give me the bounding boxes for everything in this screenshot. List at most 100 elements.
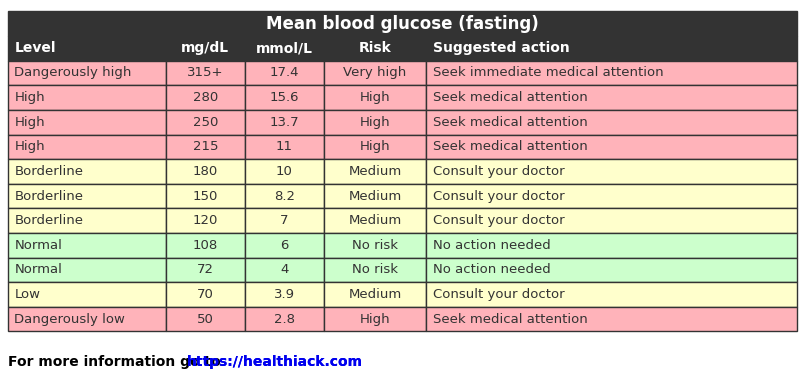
Bar [166, 61, 245, 85]
Bar [166, 110, 245, 134]
Text: https://healthiack.com: https://healthiack.com [187, 355, 363, 369]
Text: No action needed: No action needed [432, 263, 551, 277]
Bar [245, 36, 324, 61]
Text: Seek immediate medical attention: Seek immediate medical attention [432, 66, 663, 80]
Text: Consult your doctor: Consult your doctor [432, 288, 564, 301]
Bar [245, 307, 324, 331]
Text: 108: 108 [192, 239, 218, 252]
Bar [324, 85, 426, 110]
Text: High: High [14, 140, 45, 153]
Bar [324, 307, 426, 331]
Bar [8, 110, 166, 134]
Text: High: High [360, 313, 390, 326]
Bar [324, 208, 426, 233]
Bar [245, 110, 324, 134]
Bar [324, 110, 426, 134]
Text: 72: 72 [196, 263, 214, 277]
Bar [245, 208, 324, 233]
Text: Level: Level [14, 42, 56, 55]
Bar [166, 159, 245, 184]
Text: 120: 120 [192, 214, 218, 227]
Bar [426, 282, 797, 307]
Text: Normal: Normal [14, 239, 62, 252]
Text: 17.4: 17.4 [270, 66, 299, 80]
Text: 315+: 315+ [187, 66, 224, 80]
Text: 250: 250 [192, 116, 218, 129]
Text: Very high: Very high [343, 66, 407, 80]
Text: 6: 6 [280, 239, 288, 252]
Bar [245, 61, 324, 85]
Text: Seek medical attention: Seek medical attention [432, 313, 588, 326]
Bar [166, 134, 245, 159]
Bar [8, 159, 166, 184]
Bar [245, 85, 324, 110]
Bar [324, 282, 426, 307]
Text: For more information go to: For more information go to [8, 355, 230, 369]
Bar [8, 85, 166, 110]
Bar [8, 36, 166, 61]
Text: Consult your doctor: Consult your doctor [432, 190, 564, 203]
Bar [324, 36, 426, 61]
Text: No action needed: No action needed [432, 239, 551, 252]
Bar [426, 36, 797, 61]
Text: Seek medical attention: Seek medical attention [432, 140, 588, 153]
Text: 3.9: 3.9 [274, 288, 295, 301]
Text: Borderline: Borderline [14, 165, 84, 178]
Text: High: High [14, 91, 45, 104]
Bar [245, 184, 324, 208]
Bar [8, 307, 166, 331]
Bar [426, 258, 797, 282]
Text: Medium: Medium [349, 214, 402, 227]
Text: 10: 10 [276, 165, 292, 178]
Text: Dangerously high: Dangerously high [14, 66, 132, 80]
Bar [166, 85, 245, 110]
Text: No risk: No risk [352, 263, 398, 277]
Bar [8, 184, 166, 208]
Bar [8, 61, 166, 85]
Bar [426, 110, 797, 134]
Bar [8, 282, 166, 307]
Text: High: High [360, 116, 390, 129]
Bar [245, 233, 324, 258]
Text: 4: 4 [280, 263, 288, 277]
Text: Consult your doctor: Consult your doctor [432, 165, 564, 178]
Bar [245, 258, 324, 282]
Bar [8, 208, 166, 233]
Text: Borderline: Borderline [14, 214, 84, 227]
Text: Dangerously low: Dangerously low [14, 313, 126, 326]
Text: mg/dL: mg/dL [181, 42, 229, 55]
Bar [8, 258, 166, 282]
Text: High: High [14, 116, 45, 129]
Bar [324, 233, 426, 258]
Bar [426, 61, 797, 85]
Bar [324, 134, 426, 159]
Text: Medium: Medium [349, 288, 402, 301]
Text: 180: 180 [192, 165, 218, 178]
Text: Medium: Medium [349, 165, 402, 178]
Bar [166, 36, 245, 61]
Text: https://healthiack.com: https://healthiack.com [187, 355, 363, 369]
Bar [245, 159, 324, 184]
Text: 70: 70 [197, 288, 213, 301]
Bar [166, 184, 245, 208]
Text: 2.8: 2.8 [274, 313, 295, 326]
Text: High: High [360, 91, 390, 104]
Bar [166, 282, 245, 307]
Text: 7: 7 [280, 214, 288, 227]
Bar [426, 307, 797, 331]
Text: No risk: No risk [352, 239, 398, 252]
Bar [426, 134, 797, 159]
Bar [324, 258, 426, 282]
Text: 8.2: 8.2 [274, 190, 295, 203]
Bar [426, 184, 797, 208]
Bar [166, 208, 245, 233]
Text: Consult your doctor: Consult your doctor [432, 214, 564, 227]
Text: Suggested action: Suggested action [432, 42, 569, 55]
Bar [426, 85, 797, 110]
Text: 50: 50 [197, 313, 213, 326]
Text: Normal: Normal [14, 263, 62, 277]
Bar [426, 208, 797, 233]
Bar [324, 159, 426, 184]
Text: Borderline: Borderline [14, 190, 84, 203]
Text: 11: 11 [275, 140, 293, 153]
